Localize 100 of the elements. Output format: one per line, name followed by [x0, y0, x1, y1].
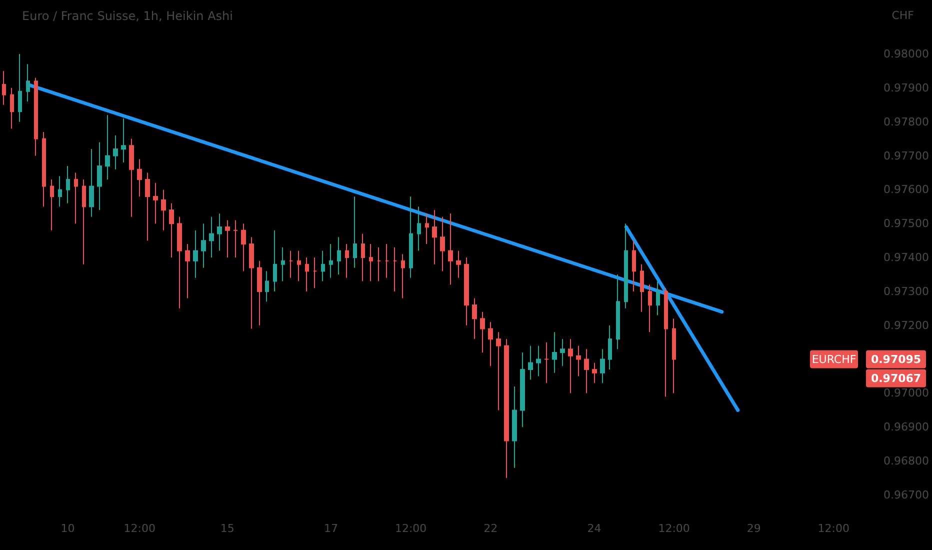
y-tick-label: 0.97400	[884, 251, 930, 264]
candlestick	[536, 345, 541, 377]
y-tick-label: 0.96800	[884, 454, 930, 468]
y-tick-label: 0.97200	[884, 318, 930, 332]
candlestick	[153, 182, 158, 224]
candlestick	[225, 220, 230, 258]
candlestick	[672, 318, 676, 394]
y-tick-label: 0.97600	[884, 183, 930, 196]
candlestick	[193, 230, 198, 278]
candlestick	[377, 246, 381, 282]
candlestick	[313, 257, 317, 289]
candlestick	[281, 246, 285, 282]
candlestick	[66, 165, 70, 204]
candlestick	[480, 311, 485, 354]
candlestick	[520, 352, 525, 428]
candlestick	[369, 243, 373, 282]
candlestick	[121, 118, 126, 164]
y-tick-label: 0.97800	[884, 115, 930, 128]
candlestick	[448, 212, 453, 286]
candlestick	[584, 348, 589, 394]
candlestick	[560, 338, 565, 367]
y-tick-label: 0.96700	[884, 488, 930, 502]
candlestick	[265, 270, 269, 302]
candlestick	[89, 148, 94, 218]
candlestick	[552, 332, 557, 374]
candlestick	[74, 172, 78, 224]
x-tick-label: 15	[220, 522, 234, 535]
candlestick	[401, 254, 405, 299]
candlestick	[393, 246, 397, 292]
x-tick-label: 12:00	[124, 522, 156, 535]
candlestick	[417, 206, 421, 252]
x-tick-label: 29	[746, 522, 761, 535]
candlestick	[425, 212, 429, 244]
candlestick	[177, 216, 182, 309]
y-tick-label: 0.97000	[884, 386, 930, 400]
candlestick	[440, 216, 445, 272]
x-tick-label: 24	[587, 522, 602, 535]
candlestick	[640, 264, 644, 312]
candlestick	[608, 324, 612, 370]
x-tick-label: 12:00	[658, 522, 690, 535]
candlestick	[217, 212, 222, 252]
candlestick	[201, 223, 206, 268]
candlestick	[600, 348, 605, 384]
candlestick	[273, 230, 277, 292]
candlestick	[58, 176, 62, 208]
candlestick	[664, 288, 668, 398]
candlestick	[385, 243, 389, 278]
candlestick	[624, 223, 628, 309]
candlestick	[2, 70, 6, 106]
candlestick	[656, 280, 660, 316]
candlestick	[161, 189, 166, 231]
y-tick-label: 0.96900	[884, 420, 930, 434]
candlestick	[257, 260, 262, 326]
candlestick	[26, 64, 30, 102]
candlestick	[105, 114, 110, 180]
candlestick	[409, 196, 413, 278]
chart-title: Euro / Franc Suisse, 1h, Heikin Ashi	[22, 9, 233, 23]
candlestick	[512, 386, 517, 468]
candlestick	[632, 240, 636, 292]
candlestick	[544, 342, 549, 384]
candlestick	[432, 210, 437, 265]
x-tick-label: 12:00	[818, 522, 850, 535]
candlestick	[137, 158, 142, 197]
candlestick	[528, 345, 533, 380]
candlestick	[329, 243, 333, 278]
candlestick	[488, 321, 493, 367]
annotation: EURCHF	[812, 352, 856, 366]
y-tick-label: 0.97900	[884, 81, 930, 94]
candlestick	[321, 250, 325, 282]
candlestick	[496, 332, 501, 411]
text: 0.97067	[870, 372, 922, 385]
candlestick	[616, 274, 620, 350]
x-tick-label: 22	[484, 522, 498, 535]
x-tick-label: 12:00	[394, 522, 427, 535]
candlestick	[169, 202, 174, 258]
candlestick	[145, 172, 150, 242]
candlestick	[504, 338, 509, 479]
candlestick	[289, 250, 293, 278]
candlestick	[42, 132, 46, 208]
y-tick-label: 0.97300	[884, 284, 930, 298]
candlestick	[113, 134, 118, 170]
x-tick-label: 17	[324, 522, 338, 535]
candlestick	[249, 236, 254, 330]
candlestick	[297, 250, 301, 282]
candlestick	[337, 236, 341, 275]
candlestick	[209, 216, 214, 258]
candlestick	[648, 284, 652, 333]
candlestick	[50, 179, 54, 231]
candlestick	[305, 257, 309, 292]
x-tick-label: 10	[60, 522, 75, 535]
candlestick	[34, 77, 38, 156]
y-tick-label: 0.97700	[884, 149, 930, 162]
candlestick	[345, 243, 349, 278]
text: 0.97095	[870, 352, 922, 366]
candlestick	[464, 257, 469, 326]
candlestick	[472, 298, 477, 340]
candlestick	[82, 179, 86, 265]
candlestick	[10, 87, 14, 130]
y-tick-label: 0.98000	[884, 48, 930, 60]
candlestick	[456, 250, 461, 278]
